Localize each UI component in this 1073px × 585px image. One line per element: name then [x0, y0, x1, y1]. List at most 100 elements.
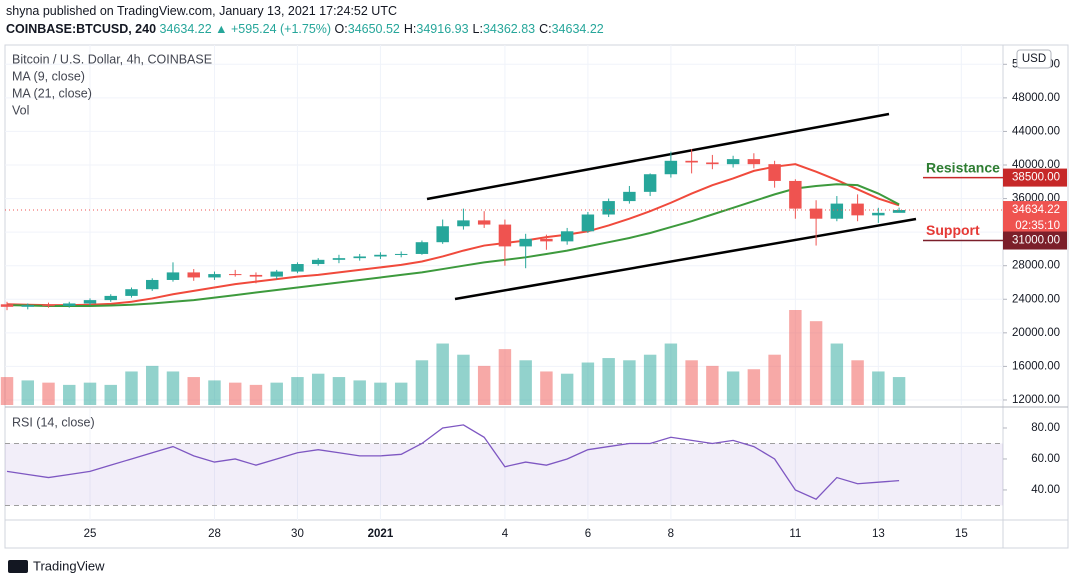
currency: USD — [1022, 53, 1046, 65]
y-tick-label: 44000.00 — [1012, 125, 1060, 137]
y-tick-label: 60.00 — [1031, 453, 1060, 465]
y-tick-label: 40000.00 — [1012, 159, 1060, 171]
volume-bar — [63, 384, 76, 405]
candle-body — [125, 289, 138, 296]
symbol: COINBASE:BTCUSD, 240 — [6, 22, 157, 36]
legend-vol: Vol — [12, 103, 29, 117]
volume-bar — [726, 371, 740, 405]
volume-bar — [187, 377, 200, 405]
frame — [4, 44, 1069, 549]
volume-bar — [42, 382, 55, 405]
volume-bar — [477, 365, 491, 405]
channel-lower — [454, 217, 917, 301]
candle-body — [726, 159, 740, 165]
price-label: 31000.00 — [1012, 235, 1060, 247]
rsi-line — [6, 424, 900, 501]
candle-body — [664, 160, 678, 175]
candle-body — [623, 191, 636, 202]
volume-bar — [457, 354, 470, 405]
volume-bar — [249, 384, 263, 405]
candle-body — [187, 272, 200, 278]
volume-bar — [664, 343, 678, 405]
price: 34634.22 — [159, 22, 212, 36]
ma-line — [6, 163, 900, 307]
volume-bar — [394, 382, 408, 405]
candle-body — [892, 210, 906, 213]
price-label-box — [1003, 201, 1067, 236]
price-label-box — [1003, 168, 1067, 187]
volume-bar — [353, 380, 366, 405]
candle-body — [498, 224, 512, 247]
candle-body — [477, 220, 491, 225]
ma-line — [6, 183, 900, 307]
volume-bar — [892, 377, 906, 405]
annotation: Support — [926, 222, 980, 238]
volume-bar — [872, 371, 885, 405]
volume-bar — [809, 321, 823, 405]
volume-bar — [830, 343, 844, 405]
volume-bar — [643, 354, 657, 405]
candle-body — [415, 242, 429, 254]
x-tick-label: 6 — [585, 528, 591, 540]
y-tick-label: 20000.00 — [1012, 327, 1060, 339]
candle-body — [291, 264, 304, 272]
symbol-line: COINBASE:BTCUSD, 240 34634.22 ▲ +595.24 … — [6, 22, 608, 36]
candle-body — [249, 274, 263, 277]
volume-bar — [146, 365, 159, 405]
x-tick-label: 11 — [789, 528, 801, 540]
ohlc-value: 34650.52 — [347, 22, 400, 36]
volume-bar — [166, 371, 180, 405]
candle-body — [374, 254, 387, 257]
candle-body — [21, 305, 34, 307]
candle-body — [270, 271, 283, 277]
candle-body — [809, 208, 823, 219]
volume-bar — [311, 373, 325, 405]
volume-bar — [415, 360, 429, 405]
volume-bar — [789, 310, 802, 405]
candle-body — [830, 203, 844, 219]
volume-bar — [581, 362, 595, 405]
volume-bar — [540, 371, 553, 405]
publisher: shyna published on TradingView.com, Janu… — [6, 4, 397, 18]
volume-bar — [747, 369, 761, 405]
candle-body — [104, 295, 117, 301]
x-tick-label: 2021 — [368, 528, 394, 540]
price-label: 38500.00 — [1012, 172, 1060, 184]
y-tick-label: 80.00 — [1031, 422, 1060, 434]
volume-bar — [104, 384, 117, 405]
candle-body — [63, 303, 76, 306]
y-tick-label: 48000.00 — [1012, 92, 1060, 104]
candle-body — [747, 159, 761, 165]
chart-title: Bitcoin / U.S. Dollar, 4h, COINBASE — [12, 52, 212, 66]
currency-badge — [1016, 49, 1052, 69]
x-tick-label: 30 — [291, 528, 304, 540]
volume-bar — [851, 360, 864, 405]
candle-body — [872, 212, 885, 216]
candle-body — [228, 274, 242, 276]
volume-bar — [374, 382, 387, 405]
candle-body — [581, 214, 595, 232]
candle-body — [166, 272, 180, 280]
legend-ma9: MA (9, close) — [12, 69, 85, 83]
rsi-band — [5, 443, 1003, 506]
candle-body — [768, 164, 781, 181]
channel-upper — [426, 112, 890, 201]
volume-bar — [560, 373, 574, 405]
candle-body — [208, 274, 221, 278]
legend-ma21: MA (21, close) — [12, 86, 92, 100]
volume-bar — [498, 349, 512, 405]
candle-body — [353, 256, 366, 259]
candle-body — [436, 226, 449, 243]
volume-bar — [332, 377, 346, 405]
candle-body — [540, 238, 553, 242]
candle-body — [457, 220, 470, 227]
volume-bar — [0, 377, 14, 405]
candle-body — [602, 201, 615, 215]
candle-body — [146, 279, 159, 290]
ohlc-label: H: — [403, 22, 417, 36]
volume-bar — [270, 382, 283, 405]
candle-body — [0, 304, 14, 307]
volume-bar — [291, 377, 304, 405]
